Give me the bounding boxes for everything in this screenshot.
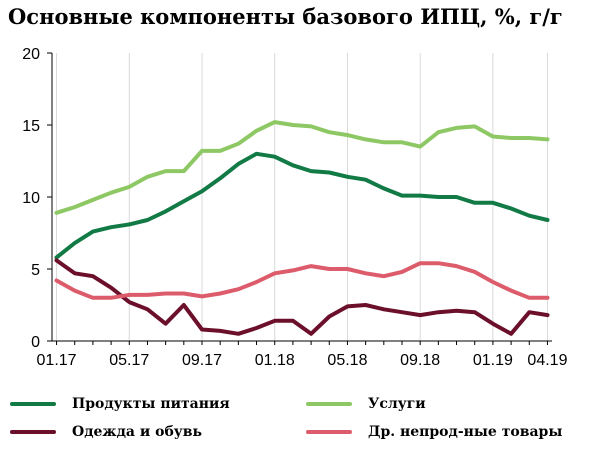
- legend-swatch-food: [10, 402, 56, 406]
- series-line-food: [54, 151, 550, 260]
- legend-item-food: Продукты питания: [10, 393, 230, 415]
- chart-legend: Продукты питания Услуги Одежда и обувь Д…: [0, 385, 600, 451]
- legend-item-clothing: Одежда и обувь: [10, 421, 202, 443]
- legend-swatch-other-nonfood: [306, 430, 352, 434]
- legend-swatch-clothing: [10, 430, 56, 434]
- x-tick-label-09.18: 09.18: [400, 352, 440, 369]
- series-line-other-nonfood: [54, 261, 550, 300]
- y-tick-label-20: 20: [22, 46, 40, 63]
- y-tick-label-0: 0: [31, 334, 40, 351]
- y-tick-label-15: 15: [22, 118, 40, 135]
- legend-item-other-nonfood: Др. непрод-ные товары: [306, 421, 562, 443]
- x-tick-label-05.18: 05.18: [327, 352, 367, 369]
- x-tick-label-05.17: 05.17: [109, 352, 149, 369]
- series-line-services: [54, 120, 550, 215]
- series-line-clothing: [54, 258, 550, 336]
- x-tick-label-04.19: 04.19: [527, 352, 567, 369]
- chart-title: Основные компоненты базового ИПЦ, %, г/г: [8, 4, 563, 29]
- legend-item-services: Услуги: [306, 393, 426, 415]
- legend-swatch-services: [306, 402, 352, 406]
- legend-label-other-nonfood: Др. непрод-ные товары: [368, 424, 563, 440]
- x-tick-label-01.18: 01.18: [255, 352, 295, 369]
- legend-label-clothing: Одежда и обувь: [72, 424, 202, 440]
- y-tick-label-10: 10: [22, 190, 40, 207]
- legend-label-food: Продукты питания: [72, 396, 230, 412]
- y-tick-label-5: 5: [31, 262, 40, 279]
- legend-label-services: Услуги: [368, 396, 426, 412]
- line-chart: 0 5 10 15 20 01.17 05.17 09.17 01.18 05.18 09.18 01…: [22, 46, 567, 369]
- x-tick-label-01.19: 01.19: [473, 352, 513, 369]
- x-tick-label-09.17: 09.17: [182, 352, 222, 369]
- x-tick-label-01.17: 01.17: [37, 352, 77, 369]
